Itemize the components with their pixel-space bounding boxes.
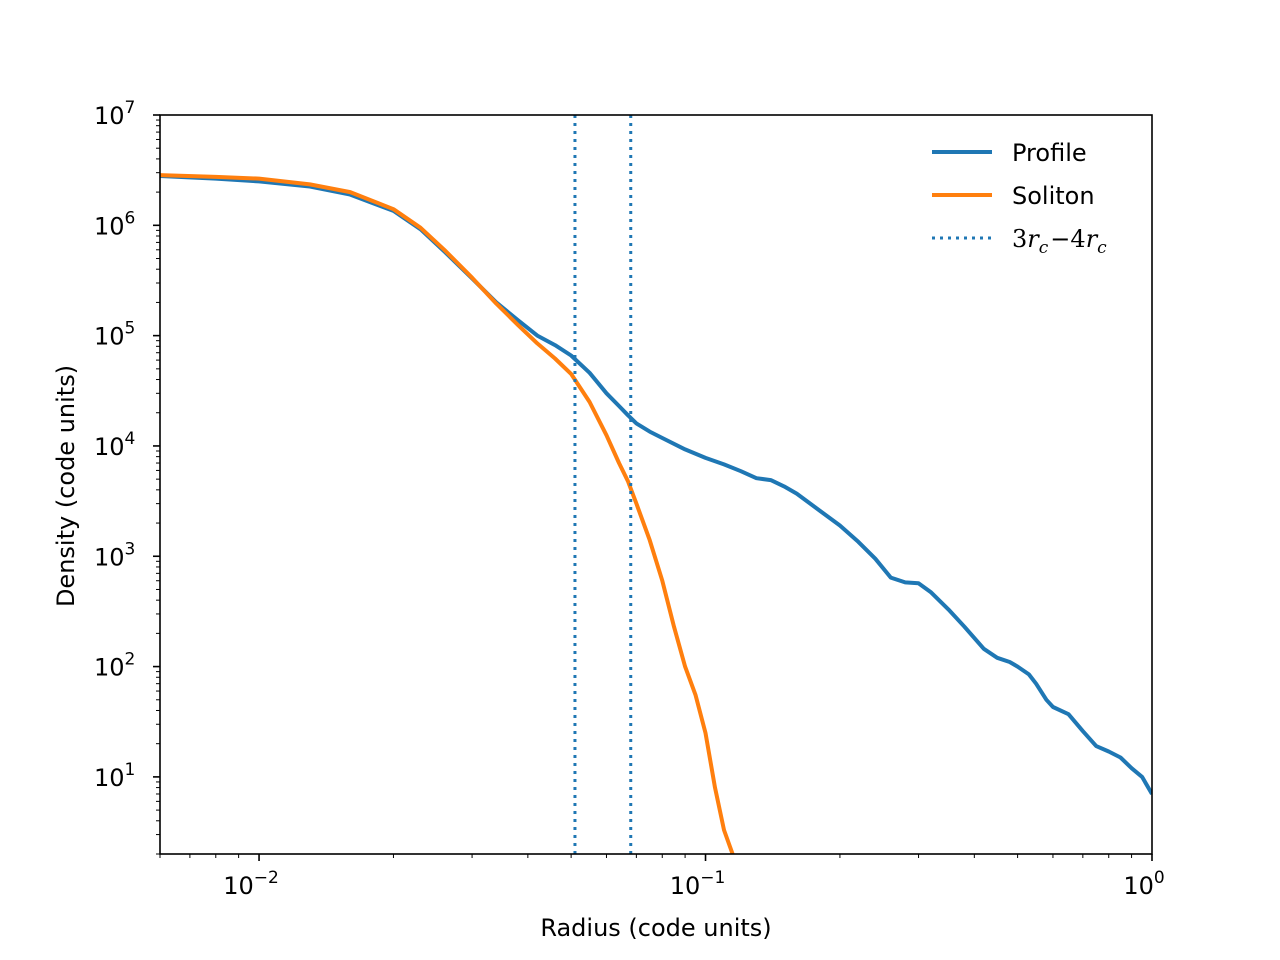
- tick-exponent: 5: [125, 319, 136, 339]
- plot-frame: [159, 114, 1153, 855]
- x-tick-label: 10−1: [670, 868, 726, 900]
- tick-base: 10: [1123, 872, 1154, 900]
- x-tick-label: 100: [1123, 868, 1164, 900]
- tick-base: 10: [223, 872, 254, 900]
- y-tick-label: 107: [94, 98, 135, 130]
- y-tick-label: 103: [94, 539, 135, 571]
- tick-base: 10: [94, 764, 125, 792]
- x-tick-label: 10−2: [223, 868, 279, 900]
- tick-base: 10: [94, 102, 125, 130]
- y-tick-label: 102: [94, 650, 135, 682]
- legend-label-2: Soliton: [1012, 182, 1095, 210]
- tick-exponent: 4: [125, 429, 136, 449]
- series-layer: [160, 115, 1152, 854]
- legend-math-part: c: [1097, 238, 1107, 258]
- tick-base: 10: [94, 654, 125, 682]
- tick-base: 10: [94, 323, 125, 351]
- legend-math-part: −: [1050, 225, 1070, 253]
- legend-math-part: r: [1086, 225, 1099, 253]
- legend-math-part: r: [1027, 225, 1040, 253]
- y-tick-label: 105: [94, 319, 135, 351]
- tick-exponent: 3: [125, 539, 136, 559]
- series-line-soliton: [160, 173, 735, 854]
- tick-exponent: 7: [125, 98, 136, 118]
- tick-exponent: −1: [700, 868, 725, 888]
- tick-base: 10: [94, 212, 125, 240]
- y-tick-label: 101: [94, 760, 135, 792]
- legend-math-part: 3: [1012, 225, 1027, 253]
- tick-exponent: −2: [254, 868, 279, 888]
- y-axis-title: Density (code units): [52, 365, 80, 607]
- tick-exponent: 6: [125, 208, 136, 228]
- y-tick-label: 106: [94, 208, 135, 240]
- legend-label-1: Profile: [1012, 139, 1087, 167]
- tick-base: 10: [670, 872, 701, 900]
- tick-exponent: 0: [1154, 868, 1165, 888]
- tick-exponent: 2: [125, 650, 136, 670]
- tick-exponent: 1: [125, 760, 136, 780]
- legend-math-part: 4: [1070, 225, 1085, 253]
- legend-math-part: c: [1039, 238, 1049, 258]
- tick-base: 10: [94, 543, 125, 571]
- y-tick-label: 104: [94, 429, 135, 461]
- tick-base: 10: [94, 433, 125, 461]
- x-axis-title: Radius (code units): [540, 914, 771, 942]
- legend-label-3: 3rc−4rc: [1012, 225, 1107, 258]
